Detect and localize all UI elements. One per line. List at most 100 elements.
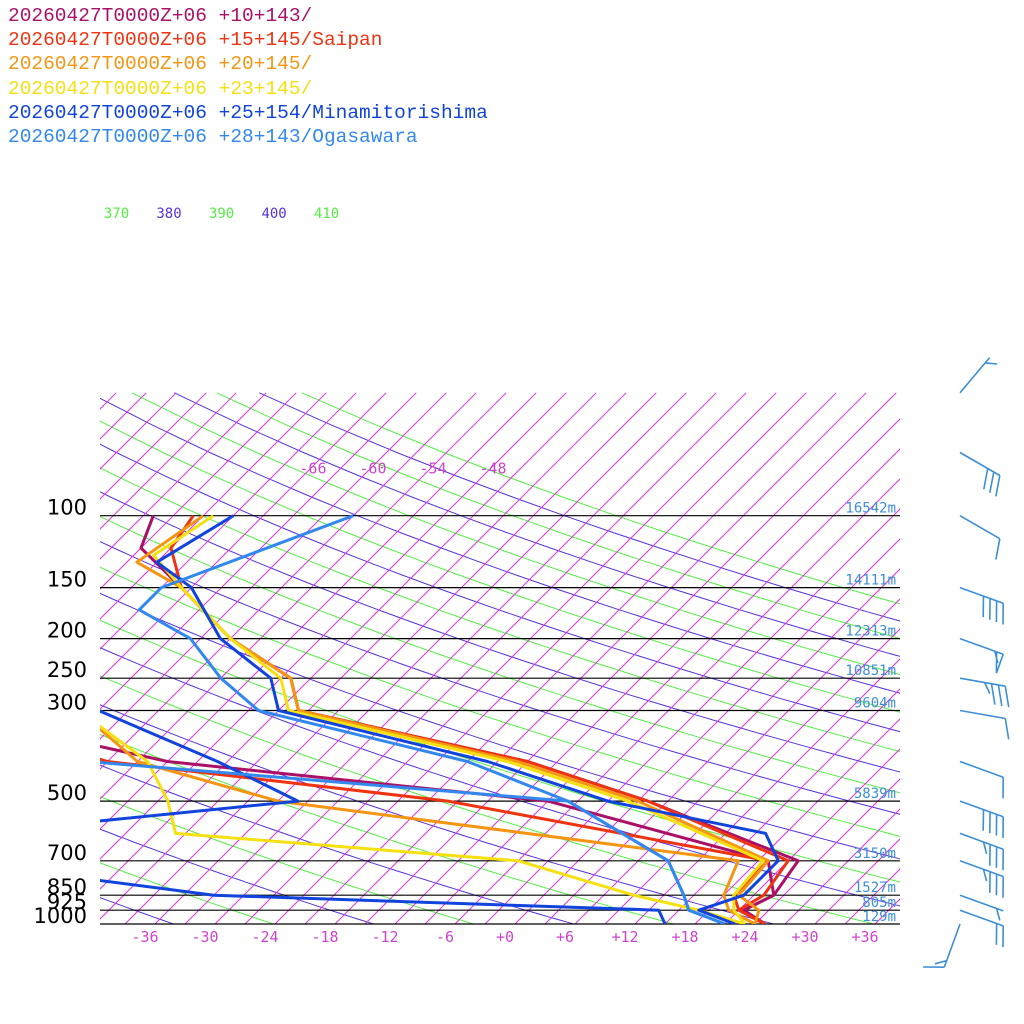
theta-line [100,443,900,733]
legend-entry: 20260427T0000Z+06 +20+145/ [8,53,313,76]
theta-line [100,592,900,860]
wind-barb [959,677,1010,708]
legend-entry: 20260427T0000Z+06 +28+143/Ogasawara [8,126,418,149]
theta-line [100,467,900,753]
theta-line [100,397,900,694]
pressure-label: 200 [47,619,87,643]
theta-line [100,733,676,924]
theta-line [100,897,176,924]
wind-barb [959,909,1004,948]
theta-label: 410 [314,206,339,222]
wind-barb [959,586,1004,625]
pressure-label: 100 [47,496,87,520]
isotherm-line [784,808,900,924]
temperature-tick-label: +24 [731,928,758,946]
isotherm-line [100,392,327,620]
theta-line [100,828,376,924]
legend-entry: 20260427T0000Z+06 +15+145/Saipan [8,29,383,52]
isotherm-line [334,392,867,924]
wind-barbs [923,357,1010,968]
isotherm-line [724,748,900,924]
wind-barb [959,894,1004,921]
wind-barb [923,923,961,968]
isotherm-top-label: -54 [419,460,446,478]
dry-adiabats [100,392,900,924]
temperature-tick-label: -12 [371,928,398,946]
isotherm-line [100,392,627,920]
isotherm-line [0,393,26,933]
wind-barb [959,800,1004,839]
pressure-label: 250 [47,658,87,682]
isobars [100,515,900,925]
theta-line [100,491,900,773]
pressure-label: 150 [47,568,87,592]
isotherm-top-label: -60 [359,460,386,478]
theta-line [100,515,900,794]
pressure-label: 300 [47,691,87,715]
theta-line [100,862,276,924]
isotherm-line [986,393,1024,933]
temperature-tick-label: -6 [436,928,454,946]
temperature-tick-label: +0 [496,928,514,946]
legend-entry: 20260427T0000Z+06 +10+143/ [8,5,313,27]
isotherm-top-label: -48 [479,460,506,478]
wind-barb [959,832,1004,871]
dewpoint-profile-4 [100,709,667,924]
isotherm-top-label: -66 [299,460,326,478]
wind-barb [959,760,1004,799]
legend-entry: 20260427T0000Z+06 +23+145/ [8,77,313,100]
temperature-tick-label: +36 [851,928,878,946]
theta-line [100,540,900,815]
theta-line [100,764,576,924]
isotherm-line [100,392,177,470]
temperature-tick-label: -24 [251,928,278,946]
isotherm-line [124,392,657,924]
isotherm-line [364,392,897,924]
temperature-tick-label: +30 [791,928,818,946]
height-label: 9604m [854,696,896,712]
isotherm-line [544,568,900,924]
theta-label: 400 [261,206,286,222]
axis-labels: 100 16542m 150 14111m 200 12313m 250 10851m 300 9… [34,206,896,946]
isotherm-line [454,478,900,924]
theta-line [174,392,900,657]
isotherm-line [100,392,357,650]
temperature-profile-3 [152,514,765,924]
isotherm-line [926,393,1024,933]
isotherm-line [274,392,807,924]
height-label: 805m [862,895,896,911]
isotherm-line [100,392,387,680]
isotherm-line [154,392,687,924]
pressure-label: 500 [47,781,87,805]
isotherm-line [424,448,900,924]
temperature-profile-5 [137,514,726,924]
isotherm-line [100,392,507,800]
isotherm-line [244,392,777,924]
isotherm-line [484,508,900,924]
temperature-tick-label: -18 [311,928,338,946]
legend: 20260427T0000Z+06 +10+143/20260427T0000Z… [8,4,488,149]
height-label: 10851m [845,663,896,679]
theta-label: 370 [104,206,129,222]
isotherm-line [100,392,237,530]
height-label: 3150m [854,846,896,862]
wind-barb [959,637,1004,674]
profiles [100,514,800,924]
isotherm-line [100,392,477,770]
theta-label: 380 [156,206,181,222]
temperature-tick-label: -36 [131,928,158,946]
wind-barb [959,451,1001,497]
wind-barb [959,860,1004,898]
wind-barb [959,515,1001,560]
theta-label: 390 [209,206,234,222]
isotherm-line [694,718,900,924]
temperature-tick-label: +12 [611,928,638,946]
isotherm-line [754,778,900,924]
isotherms [0,392,1024,933]
pressure-label: 1000 [34,904,87,928]
wind-barb [959,709,1010,740]
isotherm-line [100,392,267,560]
temperature-tick-label: +18 [671,928,698,946]
